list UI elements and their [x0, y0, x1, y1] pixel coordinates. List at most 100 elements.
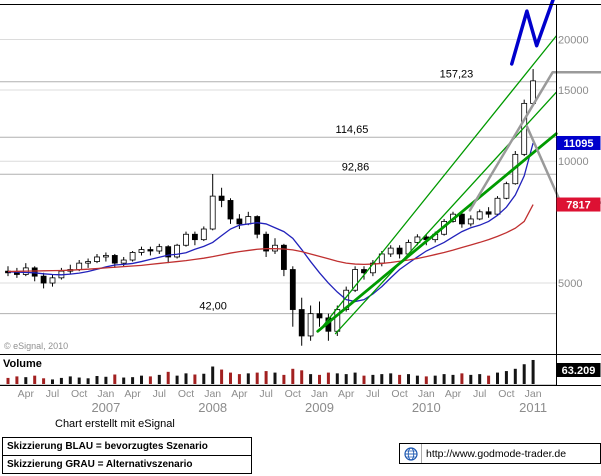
candle	[156, 246, 163, 252]
ma-slow-red-line	[7, 204, 534, 273]
year-label: 2008	[198, 400, 227, 415]
volume-bar	[478, 374, 482, 384]
volume-bar	[300, 370, 304, 384]
candle	[414, 236, 421, 243]
green-trendline-mid	[334, 91, 557, 335]
candle	[31, 267, 38, 277]
x-axis-year-labels: 2007 2008 2009 2010 2011	[91, 400, 547, 415]
candle	[289, 269, 296, 310]
price-chart: 157,23 114,65 92,86 42,00 20000 15000 10000 500…	[0, 0, 601, 415]
chart-frame	[0, 4, 601, 386]
candle	[263, 233, 270, 252]
y-axis-label: 5000	[558, 278, 582, 290]
candle	[458, 213, 465, 225]
month-label: Jul	[366, 388, 379, 400]
candle	[485, 211, 492, 215]
month-label: Oct	[498, 388, 514, 400]
month-label: Oct	[391, 388, 407, 400]
volume-bar	[424, 376, 428, 384]
chart-credit: Chart erstellt mit eSignal	[55, 418, 175, 430]
candle	[316, 313, 323, 319]
month-label: Apr	[445, 388, 462, 400]
month-label: Jul	[259, 388, 272, 400]
month-label: Jan	[97, 388, 114, 400]
year-label: 2011	[519, 400, 547, 415]
volume-bar	[380, 374, 384, 384]
candle	[227, 200, 234, 220]
candle	[49, 277, 56, 284]
volume-bar	[273, 372, 277, 384]
volume-bar	[211, 366, 215, 384]
level-label: 42,00	[199, 301, 227, 313]
volume-bar	[33, 375, 37, 384]
volume-bar	[246, 373, 250, 384]
green-trendline-main	[316, 132, 558, 333]
candle	[200, 228, 207, 241]
month-label: Jul	[46, 388, 59, 400]
candle	[245, 216, 252, 225]
candles	[5, 69, 536, 346]
volume-bar	[398, 374, 402, 384]
volume-bar	[389, 373, 393, 384]
month-label: Jan	[311, 388, 328, 400]
gray-alt-scenario-up	[468, 70, 601, 212]
candle	[183, 233, 189, 246]
green-trendline-upper	[318, 35, 557, 331]
volume-bar	[353, 372, 357, 384]
volume-bar	[326, 372, 330, 384]
candle	[494, 197, 501, 215]
volume-bar	[104, 376, 108, 384]
volume-bar	[68, 376, 72, 384]
volume-bar	[202, 373, 206, 384]
volume-bar	[157, 374, 161, 384]
level-label: 157,23	[440, 69, 474, 81]
volume-bar	[220, 369, 224, 384]
year-label: 2010	[412, 400, 441, 415]
candle	[387, 247, 394, 255]
volume-bar	[309, 374, 313, 384]
candle	[254, 216, 261, 235]
volume-pane: Volume 63.209	[0, 358, 601, 385]
volume-bar	[415, 375, 419, 384]
legend-blue-scenario: Skizzierung BLAU = bevorzugtes Szenario	[2, 437, 252, 456]
level-label: 114,65	[336, 124, 369, 136]
volume-bar	[15, 376, 19, 384]
candle	[352, 269, 359, 291]
level-label: 92,86	[342, 161, 370, 173]
month-label: Apr	[338, 388, 355, 400]
volume-bar	[442, 374, 446, 384]
candle	[94, 256, 100, 262]
volume-bar	[469, 374, 473, 384]
volume-tag	[556, 363, 601, 377]
candle	[396, 247, 403, 255]
ma-slow-red-price-tag	[556, 197, 601, 212]
month-label: Oct	[178, 388, 194, 400]
volume-bar	[59, 377, 63, 384]
candle	[13, 272, 20, 275]
candle	[280, 244, 287, 270]
volume-bar	[255, 372, 259, 384]
year-label: 2007	[91, 400, 120, 415]
scenario-legend: Skizzierung BLAU = bevorzugtes Szenario …	[2, 437, 252, 474]
price-level-lines: 157,23 114,65 92,86 42,00	[0, 69, 556, 315]
volume-bar	[95, 376, 99, 384]
volume-bar	[487, 375, 491, 384]
ma-slow-red-price-tag-label: 7817	[566, 200, 590, 212]
volume-bar	[51, 379, 54, 384]
y-gridlines	[0, 38, 556, 284]
ma-fast-blue-line	[7, 142, 534, 303]
volume-bar	[291, 368, 295, 384]
volume-bar	[513, 368, 517, 384]
volume-bar	[318, 374, 321, 384]
status-url[interactable]: http://www.godmode-trader.de	[426, 447, 567, 460]
volume-bar	[371, 374, 375, 384]
candle	[103, 255, 109, 258]
ma-fast-blue-price-tag	[556, 135, 601, 150]
volume-bar	[335, 373, 339, 384]
year-label: 2009	[305, 400, 334, 415]
legend-gray-scenario: Skizzierung GRAU = Alternativszenario	[2, 455, 252, 474]
candle	[111, 255, 118, 264]
volume-bar	[184, 373, 188, 384]
blue-preferred-scenario	[509, 0, 555, 66]
